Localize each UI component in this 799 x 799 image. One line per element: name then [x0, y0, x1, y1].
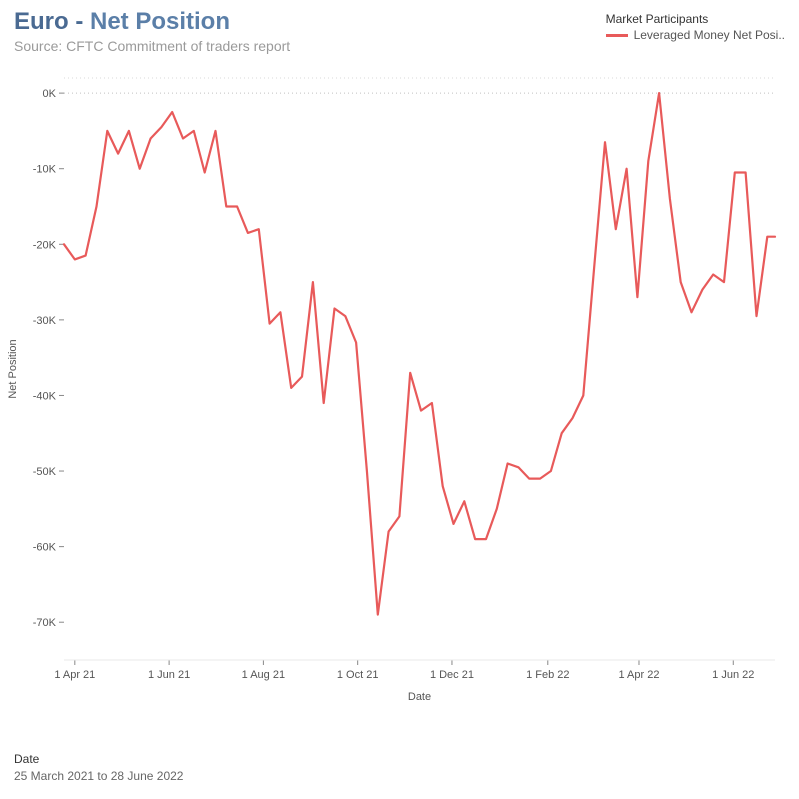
legend-item-label: Leveraged Money Net Posi..: [634, 28, 785, 42]
svg-text:1 Apr 22: 1 Apr 22: [618, 669, 659, 681]
svg-text:Date: Date: [408, 691, 431, 703]
chart-header: Euro - Net Position Source: CFTC Commitm…: [0, 0, 799, 54]
title-part-2: Net Position: [90, 8, 230, 35]
title-block: Euro - Net Position Source: CFTC Commitm…: [14, 8, 290, 54]
svg-text:1 Jun 21: 1 Jun 21: [148, 669, 190, 681]
legend-title: Market Participants: [606, 12, 785, 26]
svg-text:-60K: -60K: [33, 542, 57, 554]
title-sep: -: [69, 8, 90, 35]
svg-text:1 Aug 21: 1 Aug 21: [242, 669, 285, 681]
svg-text:-70K: -70K: [33, 617, 57, 629]
chart-subtitle: Source: CFTC Commitment of traders repor…: [14, 38, 290, 54]
svg-text:1 Dec 21: 1 Dec 21: [430, 669, 474, 681]
svg-text:1 Jun 22: 1 Jun 22: [712, 669, 754, 681]
chart-title: Euro - Net Position: [14, 8, 290, 36]
legend-item: Leveraged Money Net Posi..: [606, 28, 785, 42]
svg-text:-20K: -20K: [33, 239, 57, 251]
svg-text:-50K: -50K: [33, 466, 57, 478]
svg-text:Net Position: Net Position: [7, 339, 19, 398]
legend-swatch: [606, 34, 628, 37]
chart-area: 0K -10K -20K -30K -40K -50K -60K -70K Net Positi…: [0, 60, 799, 720]
svg-text:1 Oct 21: 1 Oct 21: [337, 669, 379, 681]
svg-text:-10K: -10K: [33, 164, 57, 176]
legend: Market Participants Leveraged Money Net …: [606, 8, 785, 54]
footer-range: 25 March 2021 to 28 June 2022: [14, 769, 183, 783]
svg-text:0K: 0K: [43, 88, 57, 100]
title-part-1: Euro: [14, 8, 69, 35]
svg-text:1 Feb 22: 1 Feb 22: [526, 669, 569, 681]
svg-text:-30K: -30K: [33, 315, 57, 327]
line-chart-svg: 0K -10K -20K -30K -40K -50K -60K -70K Net Positi…: [0, 60, 799, 720]
svg-text:1 Apr 21: 1 Apr 21: [54, 669, 95, 681]
footer: Date 25 March 2021 to 28 June 2022: [14, 752, 183, 783]
svg-text:-40K: -40K: [33, 390, 57, 402]
footer-label: Date: [14, 752, 183, 766]
